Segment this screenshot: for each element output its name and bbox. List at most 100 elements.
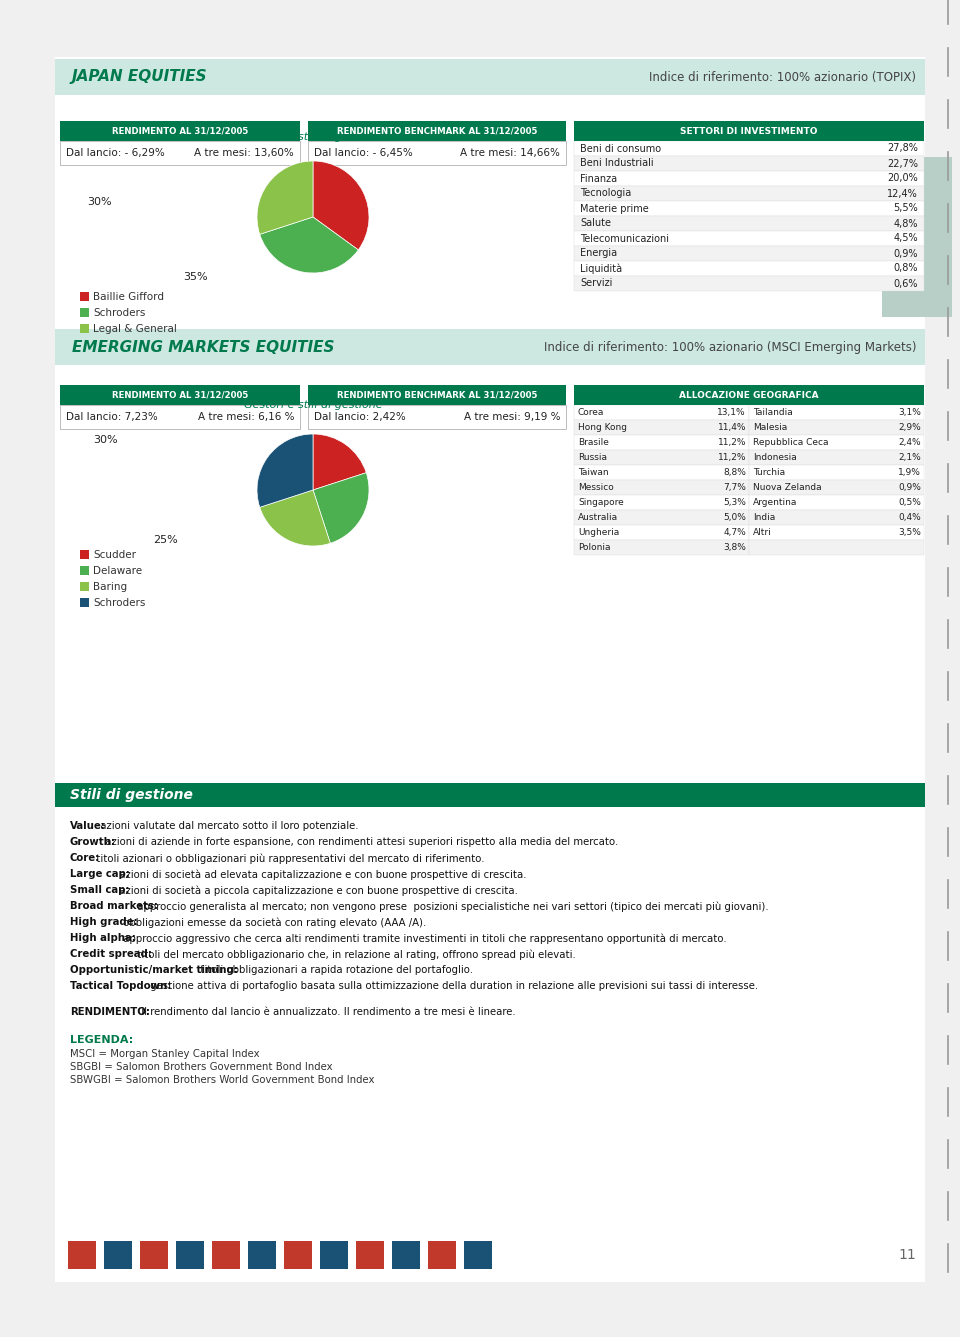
FancyBboxPatch shape bbox=[574, 186, 924, 201]
Text: ALLOCAZIONE GEOGRAFICA: ALLOCAZIONE GEOGRAFICA bbox=[679, 390, 819, 400]
Text: titoli azionari o obbligazionari più rappresentativi del mercato di riferimento.: titoli azionari o obbligazionari più rap… bbox=[93, 853, 484, 864]
Text: RENDIMENTO:: RENDIMENTO: bbox=[70, 1007, 150, 1017]
Text: SETTORI DI INVESTIMENTO: SETTORI DI INVESTIMENTO bbox=[681, 127, 818, 135]
FancyBboxPatch shape bbox=[308, 140, 566, 164]
FancyBboxPatch shape bbox=[284, 1241, 312, 1269]
Text: Turchia: Turchia bbox=[753, 468, 785, 477]
Text: MSCI = Morgan Stanley Capital Index: MSCI = Morgan Stanley Capital Index bbox=[70, 1050, 259, 1059]
Text: Indice di riferimento: 100% azionario (MSCI Emerging Markets): Indice di riferimento: 100% azionario (M… bbox=[543, 341, 916, 353]
Text: 3,5%: 3,5% bbox=[899, 528, 921, 537]
FancyBboxPatch shape bbox=[574, 509, 749, 525]
Text: approccio generalista al mercato; non vengono prese  posizioni specialistiche ne: approccio generalista al mercato; non ve… bbox=[133, 901, 768, 912]
Text: Nuova Zelanda: Nuova Zelanda bbox=[753, 483, 822, 492]
Text: LEGENDA:: LEGENDA: bbox=[70, 1035, 133, 1046]
Text: SBWGBI = Salomon Brothers World Government Bond Index: SBWGBI = Salomon Brothers World Governme… bbox=[70, 1075, 374, 1086]
Text: Messico: Messico bbox=[578, 483, 613, 492]
FancyBboxPatch shape bbox=[574, 171, 924, 186]
Text: Small cap:: Small cap: bbox=[70, 885, 130, 894]
Text: Materie prime: Materie prime bbox=[580, 203, 649, 214]
Text: Legal & General: Legal & General bbox=[93, 324, 177, 333]
Text: titoli del mercato obbligazionario che, in relazione al rating, offrono spread p: titoli del mercato obbligazionario che, … bbox=[133, 949, 575, 960]
Text: JAPAN EQUITIES: JAPAN EQUITIES bbox=[72, 70, 207, 84]
Wedge shape bbox=[313, 160, 369, 250]
FancyBboxPatch shape bbox=[574, 435, 749, 451]
FancyBboxPatch shape bbox=[392, 1241, 420, 1269]
FancyBboxPatch shape bbox=[356, 1241, 384, 1269]
Text: 20%: 20% bbox=[298, 445, 323, 455]
Text: RENDIMENTO AL 31/12/2005: RENDIMENTO AL 31/12/2005 bbox=[112, 127, 248, 135]
FancyBboxPatch shape bbox=[80, 582, 89, 591]
Text: il rendimento dal lancio è annualizzato. Il rendimento a tre mesi è lineare.: il rendimento dal lancio è annualizzato.… bbox=[138, 1007, 516, 1017]
Text: Corea: Corea bbox=[578, 408, 605, 417]
FancyBboxPatch shape bbox=[248, 1241, 276, 1269]
Text: 4,5%: 4,5% bbox=[894, 234, 918, 243]
Text: 30%: 30% bbox=[93, 435, 117, 445]
Text: Altri: Altri bbox=[753, 528, 772, 537]
FancyBboxPatch shape bbox=[574, 201, 924, 217]
Text: Australia: Australia bbox=[578, 513, 618, 521]
FancyBboxPatch shape bbox=[574, 217, 924, 231]
Text: 0,9%: 0,9% bbox=[899, 483, 921, 492]
Text: 5,3%: 5,3% bbox=[723, 497, 746, 507]
Text: Brasile: Brasile bbox=[578, 439, 609, 447]
Text: SBGBI = Salomon Brothers Government Bond Index: SBGBI = Salomon Brothers Government Bond… bbox=[70, 1062, 332, 1072]
Text: obbligazioni emesse da società con rating elevato (AAA /A).: obbligazioni emesse da società con ratin… bbox=[120, 917, 426, 928]
Text: 35%: 35% bbox=[293, 222, 318, 233]
Text: India: India bbox=[753, 513, 776, 521]
FancyBboxPatch shape bbox=[574, 231, 924, 246]
FancyBboxPatch shape bbox=[574, 275, 924, 291]
Text: Gestori e stili di gestione: Gestori e stili di gestione bbox=[244, 132, 382, 142]
Wedge shape bbox=[313, 435, 367, 489]
FancyBboxPatch shape bbox=[55, 57, 925, 1282]
Text: 27,8%: 27,8% bbox=[887, 143, 918, 154]
Text: Salute: Salute bbox=[580, 218, 611, 229]
Text: 3,1%: 3,1% bbox=[899, 408, 921, 417]
FancyBboxPatch shape bbox=[574, 246, 924, 261]
Text: 13,1%: 13,1% bbox=[717, 408, 746, 417]
Text: 20,0%: 20,0% bbox=[887, 174, 918, 183]
Text: RENDIMENTO BENCHMARK AL 31/12/2005: RENDIMENTO BENCHMARK AL 31/12/2005 bbox=[337, 390, 538, 400]
FancyBboxPatch shape bbox=[574, 261, 924, 275]
FancyBboxPatch shape bbox=[574, 122, 924, 140]
Text: 5,5%: 5,5% bbox=[893, 203, 918, 214]
Text: Liquidità: Liquidità bbox=[580, 263, 622, 274]
Text: Telecomunicazioni: Telecomunicazioni bbox=[580, 234, 669, 243]
Text: Repubblica Ceca: Repubblica Ceca bbox=[753, 439, 828, 447]
Wedge shape bbox=[257, 435, 313, 507]
FancyBboxPatch shape bbox=[308, 122, 566, 140]
Text: 1,9%: 1,9% bbox=[899, 468, 921, 477]
Text: 11,4%: 11,4% bbox=[717, 422, 746, 432]
Text: Tactical Topdown:: Tactical Topdown: bbox=[70, 981, 172, 991]
FancyBboxPatch shape bbox=[104, 1241, 132, 1269]
FancyBboxPatch shape bbox=[749, 451, 924, 465]
Text: 12,4%: 12,4% bbox=[887, 189, 918, 198]
Text: A tre mesi: 9,19 %: A tre mesi: 9,19 % bbox=[464, 412, 560, 422]
Text: 5,0%: 5,0% bbox=[723, 513, 746, 521]
Text: Credit spread:: Credit spread: bbox=[70, 949, 152, 959]
FancyBboxPatch shape bbox=[55, 59, 925, 95]
FancyBboxPatch shape bbox=[749, 435, 924, 451]
Text: 3,8%: 3,8% bbox=[723, 543, 746, 552]
Text: Malesia: Malesia bbox=[753, 422, 787, 432]
Text: A tre mesi: 13,60%: A tre mesi: 13,60% bbox=[194, 148, 294, 158]
Text: 2,1%: 2,1% bbox=[899, 453, 921, 463]
Wedge shape bbox=[260, 489, 330, 545]
Text: 11,2%: 11,2% bbox=[717, 453, 746, 463]
FancyBboxPatch shape bbox=[749, 495, 924, 509]
Text: 35%: 35% bbox=[182, 271, 207, 282]
Text: 0,9%: 0,9% bbox=[894, 249, 918, 258]
FancyBboxPatch shape bbox=[55, 783, 925, 808]
Text: Servizi: Servizi bbox=[580, 278, 612, 289]
FancyBboxPatch shape bbox=[749, 525, 924, 540]
Text: Dal lancio: - 6,45%: Dal lancio: - 6,45% bbox=[314, 148, 413, 158]
Text: RENDIMENTO AL 31/12/2005: RENDIMENTO AL 31/12/2005 bbox=[112, 390, 248, 400]
Text: EMERGING MARKETS EQUITIES: EMERGING MARKETS EQUITIES bbox=[72, 340, 334, 354]
FancyBboxPatch shape bbox=[574, 465, 749, 480]
Text: 4,7%: 4,7% bbox=[723, 528, 746, 537]
Text: Scudder: Scudder bbox=[93, 550, 136, 559]
Text: 8,8%: 8,8% bbox=[723, 468, 746, 477]
Text: Indonesia: Indonesia bbox=[753, 453, 797, 463]
FancyBboxPatch shape bbox=[308, 405, 566, 429]
FancyBboxPatch shape bbox=[320, 1241, 348, 1269]
FancyBboxPatch shape bbox=[574, 495, 749, 509]
